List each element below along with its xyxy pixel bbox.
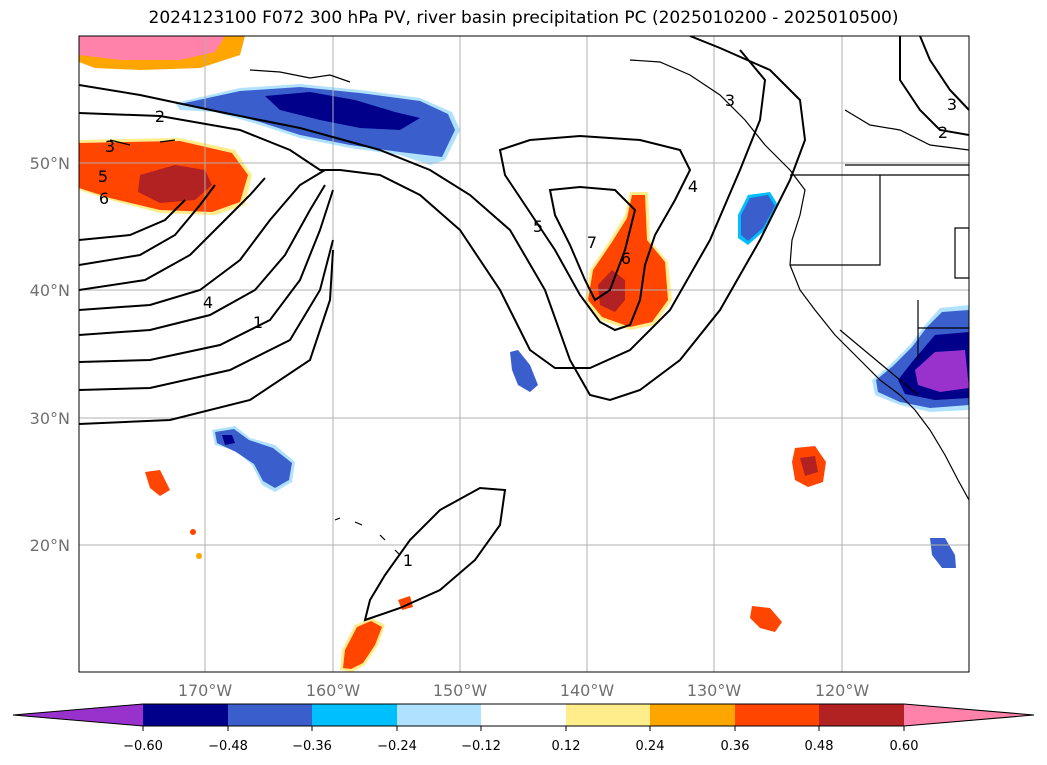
lat-label: 50°N <box>30 154 70 173</box>
lon-label: 150°W <box>433 681 488 700</box>
contour-label: 7 <box>587 233 597 252</box>
map-panel: 2 3 5 6 4 1 5 7 6 4 3 2 3 1 <box>79 36 969 672</box>
lon-label: 160°W <box>306 681 361 700</box>
colorbar-tick-label: −0.24 <box>377 739 417 754</box>
contour-label: 2 <box>155 107 165 126</box>
colorbar-segment <box>566 704 650 726</box>
precip-region-orange-south-core <box>343 621 382 669</box>
precip-region-blue-pnw-core <box>741 195 775 241</box>
map-frame <box>78 35 970 673</box>
precip-region-purple-socal <box>915 350 969 392</box>
lat-label: 30°N <box>30 409 70 428</box>
coastlines <box>109 59 969 556</box>
lon-label: 120°W <box>815 681 870 700</box>
lon-label: 130°W <box>687 681 742 700</box>
lat-label: 20°N <box>30 536 70 555</box>
contour-label: 3 <box>105 137 115 156</box>
contour-label: 1 <box>403 551 413 570</box>
contour-label: 6 <box>99 189 109 208</box>
precip-region-red-west <box>138 165 212 203</box>
colorbar-segment <box>397 704 481 726</box>
colorbar-segment <box>819 704 904 726</box>
colorbar-ticks <box>142 726 905 731</box>
contour-label: 5 <box>98 167 108 186</box>
contour-label: 3 <box>947 95 957 114</box>
colorbar-segment <box>228 704 312 726</box>
precip-region-navy-hawaii-west <box>222 435 235 445</box>
contour-label: 3 <box>725 91 735 110</box>
lat-label: 40°N <box>30 281 70 300</box>
contour-label: 6 <box>621 249 631 268</box>
precip-region-orange-east-2 <box>750 606 782 632</box>
contour-label: 4 <box>203 293 213 312</box>
colorbar-tick-label: 0.24 <box>636 739 665 754</box>
lon-label: 170°W <box>178 681 233 700</box>
colorbar-segment <box>650 704 735 726</box>
map-background <box>79 36 969 672</box>
graticule <box>79 36 969 672</box>
contour-label: 4 <box>688 177 698 196</box>
precip-region-pink-core <box>79 36 225 60</box>
lon-label: 140°W <box>560 681 615 700</box>
precip-region-orange-spot-1 <box>145 470 170 496</box>
colorbar-tick-label: 0.48 <box>805 739 834 754</box>
precip-region-blue-aleutian-mid <box>180 87 455 157</box>
colorbar-segment <box>143 704 228 726</box>
colorbar-tick-label: 0.36 <box>721 739 750 754</box>
precip-region-blue-small-1 <box>510 350 538 392</box>
precip-region-red-east-1 <box>800 456 818 476</box>
colorbar-segment <box>13 704 143 726</box>
pv-contours <box>79 36 969 622</box>
precip-region-navy-aleutian <box>265 92 420 130</box>
contour-label: 5 <box>533 217 543 236</box>
contour-label: 1 <box>253 313 263 332</box>
colorbar-tick-label: −0.60 <box>123 739 163 754</box>
contour-labels: 2 3 5 6 4 1 5 7 6 4 3 2 3 1 <box>98 91 957 570</box>
colorbar-tick-label: −0.36 <box>292 739 332 754</box>
colorbar-tick-label: −0.12 <box>461 739 501 754</box>
colorbar-segment <box>312 704 397 726</box>
precip-region-orange-spot-3 <box>196 553 202 559</box>
contour-label: 2 <box>938 123 948 142</box>
precip-shading <box>79 36 969 672</box>
colorbar-tick-label: −0.48 <box>208 739 248 754</box>
colorbar: −0.60 −0.48 −0.36 −0.24 −0.12 0.12 0.24 … <box>12 703 1035 754</box>
colorbar-segment <box>481 704 566 726</box>
colorbar-tick-label: 0.60 <box>890 739 919 754</box>
longitude-axis: 170°W 160°W 150°W 140°W 130°W 120°W <box>178 681 870 700</box>
precip-region-blue-hawaii-west-core <box>215 429 292 488</box>
precip-region-orange-spot-2 <box>190 529 196 535</box>
colorbar-tick-label: 0.12 <box>552 739 581 754</box>
colorbar-segment <box>735 704 819 726</box>
precip-region-red-central <box>598 270 625 312</box>
latitude-axis: 50°N 40°N 30°N 20°N <box>30 154 70 555</box>
map-title: 2024123100 F072 300 hPa PV, river basin … <box>148 8 899 28</box>
colorbar-segment <box>904 704 1034 726</box>
